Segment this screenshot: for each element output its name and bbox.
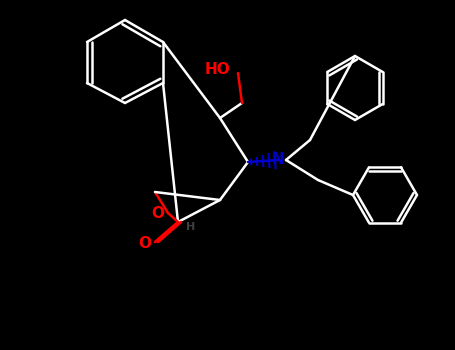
- Text: O: O: [138, 237, 151, 252]
- Text: HO: HO: [204, 62, 230, 77]
- Text: H: H: [186, 222, 195, 232]
- Text: N: N: [272, 153, 284, 168]
- Text: O: O: [151, 205, 164, 220]
